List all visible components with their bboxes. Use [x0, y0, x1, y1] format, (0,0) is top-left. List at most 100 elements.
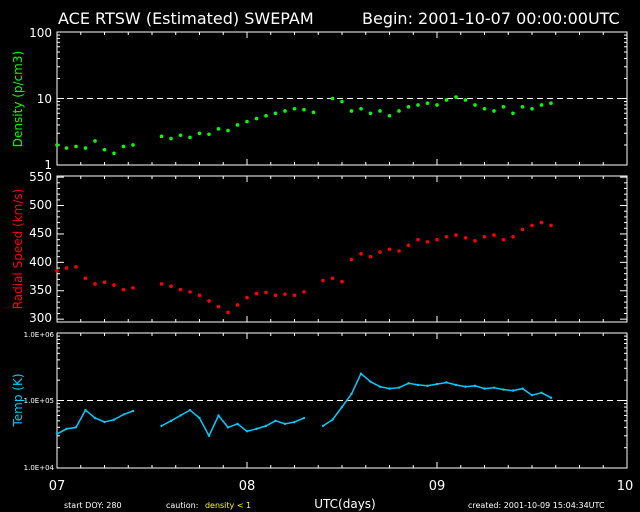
density-data-point — [283, 109, 287, 113]
density-tick-label: 100 — [29, 26, 52, 40]
temp-data-point — [445, 381, 448, 384]
speed-data-point — [425, 240, 430, 244]
temp-data-point — [293, 420, 296, 424]
speed-data-point — [539, 220, 544, 225]
temp-data-point — [540, 391, 543, 395]
temp-data-point — [160, 424, 163, 428]
density-data-point — [254, 116, 259, 121]
speed-data-point — [511, 234, 515, 239]
temp-data-point — [302, 416, 306, 420]
temp-data-point — [350, 392, 353, 396]
density-data-point — [539, 103, 544, 107]
speed-data-point — [245, 295, 249, 300]
temp-data-point — [549, 396, 553, 399]
density-data-point — [473, 103, 477, 107]
temp-data-point — [169, 419, 173, 423]
speed-data-point — [492, 233, 496, 237]
temp-data-point — [179, 414, 182, 417]
density-tick-label: 10 — [37, 92, 52, 106]
speed-data-point — [406, 243, 411, 248]
speed-data-point — [321, 278, 325, 283]
temp-data-point — [93, 416, 97, 420]
density-series — [55, 95, 627, 156]
density-data-point — [121, 144, 126, 149]
speed-axis-label: Radial Speed (km/s) — [11, 189, 25, 310]
begin-time: Begin: 2001-10-07 00:00:00UTC — [362, 9, 620, 28]
density-data-point — [311, 110, 316, 115]
speed-data-point — [273, 293, 278, 298]
speed-data-point — [349, 257, 354, 262]
speed-data-point — [197, 293, 202, 298]
speed-tick-label: 350 — [29, 283, 52, 297]
speed-data-point — [416, 237, 420, 242]
temp-data-point — [255, 427, 258, 431]
speed-data-point — [444, 234, 449, 239]
temp-data-point — [321, 424, 325, 428]
caution-note: caution: density < 1 — [166, 501, 251, 510]
temp-data-point — [397, 386, 401, 389]
speed-data-point — [549, 223, 553, 228]
density-data-point — [501, 105, 506, 109]
start-doy: start DOY: 280 — [64, 501, 122, 510]
density-data-point — [435, 103, 439, 107]
temp-data-point — [55, 432, 59, 436]
density-data-point — [245, 119, 249, 124]
density-data-point — [406, 105, 411, 109]
speed-tick-label: 400 — [29, 255, 52, 269]
temp-data-point — [435, 382, 439, 386]
speed-data-point — [435, 237, 439, 242]
temp-data-point — [511, 389, 515, 392]
temp-data-point — [340, 405, 344, 409]
speed-data-point — [112, 283, 116, 287]
density-data-point — [169, 136, 173, 141]
speed-tick-label: 300 — [29, 311, 52, 325]
density-data-point — [264, 113, 268, 118]
density-data-point — [216, 127, 221, 131]
speed-data-point — [454, 233, 458, 237]
density-data-point — [378, 109, 382, 113]
x-axis-label: UTC(days) — [314, 497, 375, 511]
temp-data-point — [245, 430, 249, 433]
density-data-point — [368, 111, 373, 116]
speed-data-point — [359, 252, 363, 256]
temp-data-point — [198, 416, 201, 420]
density-axis-label-text: Density (p/cm3) — [11, 51, 25, 147]
temp-data-point — [207, 434, 211, 437]
speed-data-point — [216, 304, 221, 309]
speed-data-point — [55, 269, 59, 273]
temp-axis-label-text: Temp (K) — [11, 373, 25, 427]
temp-tick-label: 1.0E+04 — [24, 464, 55, 472]
temp-data-point — [274, 419, 277, 423]
speed-data-point — [330, 276, 335, 281]
temp-data-point — [112, 418, 116, 421]
speed-data-point — [397, 249, 401, 253]
density-data-point — [93, 139, 97, 143]
temp-data-point — [454, 383, 458, 387]
caution-prefix: caution: — [166, 501, 198, 510]
density-data-point — [397, 109, 401, 113]
density-data-point — [55, 143, 59, 147]
density-tick-label: 1 — [44, 158, 52, 172]
temp-axis-label: Temp (K) — [11, 373, 25, 427]
density-data-point — [330, 96, 335, 101]
density-data-point — [444, 98, 449, 102]
speed-data-point — [302, 290, 306, 294]
density-data-point — [159, 134, 164, 139]
caution-text: density < 1 — [205, 501, 251, 510]
created-time: created: 2001-10-09 15:04:34UTC — [468, 501, 605, 510]
temp-data-point — [122, 413, 125, 416]
density-data-point — [492, 109, 496, 113]
density-data-point — [102, 147, 107, 152]
temp-data-point — [492, 386, 496, 389]
density-data-point — [425, 101, 430, 105]
speed-data-point — [264, 290, 268, 295]
temp-data-point — [502, 388, 505, 391]
chart-title: ACE RTSW (Estimated) SWEPAM — [58, 9, 314, 28]
speed-data-point — [64, 266, 69, 270]
speed-data-point — [501, 237, 506, 242]
temp-data-point — [407, 382, 410, 385]
density-data-point — [416, 103, 420, 107]
temp-data-point — [378, 385, 382, 388]
